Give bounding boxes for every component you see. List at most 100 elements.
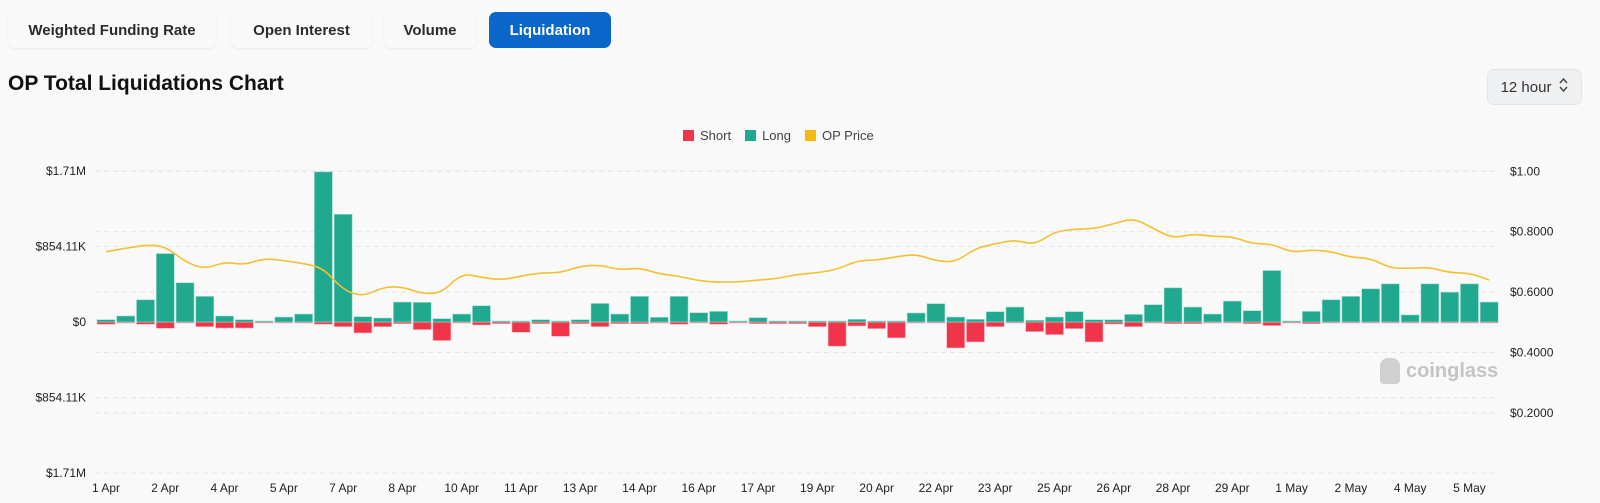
long-bar[interactable] xyxy=(452,313,471,323)
legend-item-long[interactable]: Long xyxy=(745,128,791,143)
long-bar[interactable] xyxy=(136,299,155,323)
short-bar[interactable] xyxy=(314,321,333,325)
long-bar[interactable] xyxy=(1341,296,1361,323)
short-bar[interactable] xyxy=(1104,321,1124,325)
tab-open-interest[interactable]: Open Interest xyxy=(231,12,372,48)
long-bar[interactable] xyxy=(985,311,1005,323)
short-bar[interactable] xyxy=(96,321,116,325)
short-bar[interactable] xyxy=(472,321,491,326)
tab-volume[interactable]: Volume xyxy=(384,12,476,48)
long-bar[interactable] xyxy=(966,319,985,323)
long-bar[interactable] xyxy=(472,305,491,323)
long-bar[interactable] xyxy=(748,317,768,323)
long-bar[interactable] xyxy=(531,319,551,323)
long-bar[interactable] xyxy=(235,319,254,323)
long-bar[interactable] xyxy=(1460,283,1479,323)
long-bar[interactable] xyxy=(768,320,788,323)
short-bar[interactable] xyxy=(808,321,827,327)
long-bar[interactable] xyxy=(630,296,649,323)
long-bar[interactable] xyxy=(729,320,748,323)
long-bar[interactable] xyxy=(1025,320,1045,323)
long-bar[interactable] xyxy=(1440,291,1459,323)
long-bar[interactable] xyxy=(294,313,313,323)
long-bar[interactable] xyxy=(1400,314,1420,323)
short-bar[interactable] xyxy=(1045,321,1064,335)
long-bar[interactable] xyxy=(1124,314,1143,323)
long-bar[interactable] xyxy=(649,317,669,323)
long-bar[interactable] xyxy=(353,316,373,323)
short-bar[interactable] xyxy=(1025,321,1045,332)
short-bar[interactable] xyxy=(590,321,610,327)
short-bar[interactable] xyxy=(867,321,886,329)
long-bar[interactable] xyxy=(1005,306,1025,323)
long-bar[interactable] xyxy=(1242,310,1262,323)
long-bar[interactable] xyxy=(432,318,452,323)
short-bar[interactable] xyxy=(136,321,155,325)
short-bar[interactable] xyxy=(215,321,234,329)
short-bar[interactable] xyxy=(373,321,392,327)
long-bar[interactable] xyxy=(570,319,590,323)
long-bar[interactable] xyxy=(195,296,215,323)
long-bar[interactable] xyxy=(1302,311,1321,323)
long-bar[interactable] xyxy=(1223,300,1242,323)
short-bar[interactable] xyxy=(1064,321,1084,329)
short-bar[interactable] xyxy=(1262,321,1282,326)
long-bar[interactable] xyxy=(96,319,116,323)
long-bar[interactable] xyxy=(1282,320,1301,323)
long-bar[interactable] xyxy=(175,282,195,323)
long-bar[interactable] xyxy=(906,312,926,323)
short-bar[interactable] xyxy=(353,321,373,334)
long-bar[interactable] xyxy=(373,317,392,323)
long-bar[interactable] xyxy=(1064,311,1084,323)
long-bar[interactable] xyxy=(1262,270,1282,323)
long-bar[interactable] xyxy=(1420,283,1440,323)
long-bar[interactable] xyxy=(590,303,610,323)
legend-item-short[interactable]: Short xyxy=(683,128,731,143)
short-bar[interactable] xyxy=(827,321,847,347)
long-bar[interactable] xyxy=(1183,306,1203,323)
long-bar[interactable] xyxy=(254,320,274,323)
long-bar[interactable] xyxy=(689,312,709,323)
long-bar[interactable] xyxy=(788,320,807,323)
tab-weighted-funding-rate[interactable]: Weighted Funding Rate xyxy=(8,12,216,48)
short-bar[interactable] xyxy=(333,321,353,327)
long-bar[interactable] xyxy=(669,296,689,323)
long-bar[interactable] xyxy=(808,320,827,323)
short-bar[interactable] xyxy=(709,321,728,325)
long-bar[interactable] xyxy=(1163,287,1183,323)
short-bar[interactable] xyxy=(551,321,570,337)
long-bar[interactable] xyxy=(1321,299,1341,323)
long-bar[interactable] xyxy=(827,320,847,323)
short-bar[interactable] xyxy=(1084,321,1104,343)
short-bar[interactable] xyxy=(887,321,906,339)
long-bar[interactable] xyxy=(155,253,175,323)
long-bar[interactable] xyxy=(314,171,333,323)
long-bar[interactable] xyxy=(887,320,906,323)
long-bar[interactable] xyxy=(412,302,432,323)
long-bar[interactable] xyxy=(610,313,630,323)
long-bar[interactable] xyxy=(1361,288,1380,323)
short-bar[interactable] xyxy=(669,321,689,325)
legend-item-op-price[interactable]: OP Price xyxy=(805,128,874,143)
long-bar[interactable] xyxy=(333,213,353,323)
short-bar[interactable] xyxy=(155,321,175,329)
long-bar[interactable] xyxy=(393,301,412,323)
long-bar[interactable] xyxy=(847,319,867,323)
short-bar[interactable] xyxy=(946,321,965,349)
short-bar[interactable] xyxy=(511,321,531,333)
long-bar[interactable] xyxy=(926,303,946,323)
long-bar[interactable] xyxy=(946,316,965,323)
long-bar[interactable] xyxy=(1045,316,1064,323)
short-bar[interactable] xyxy=(412,321,432,330)
long-bar[interactable] xyxy=(1104,319,1124,323)
long-bar[interactable] xyxy=(1203,313,1222,323)
short-bar[interactable] xyxy=(235,321,254,329)
short-bar[interactable] xyxy=(847,321,867,327)
long-bar[interactable] xyxy=(1381,283,1400,323)
short-bar[interactable] xyxy=(432,321,452,341)
long-bar[interactable] xyxy=(511,320,531,323)
long-bar[interactable] xyxy=(709,311,728,323)
long-bar[interactable] xyxy=(491,320,511,323)
interval-select[interactable]: 12 hour xyxy=(1487,69,1582,105)
long-bar[interactable] xyxy=(1479,301,1499,323)
